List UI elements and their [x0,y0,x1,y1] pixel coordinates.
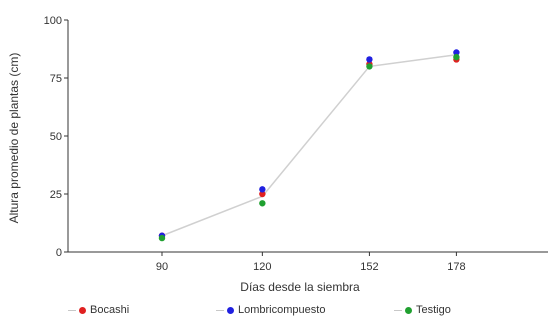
legend-label-bocashi: Bocashi [90,304,130,316]
point-lombricompuesto-178 [453,49,460,56]
data-points [158,49,460,242]
point-testigo-120 [259,200,266,207]
y-tick-label: 0 [56,247,62,259]
legend-item-lombricompuesto: Lombricompuesto [216,301,325,319]
trend-polyline [161,54,457,237]
y-tick-label: 100 [44,15,62,27]
point-testigo-90 [158,234,166,242]
legend-item-bocashi: Bocashi [68,301,129,319]
point-testigo-178 [453,53,460,61]
y-axis-title: Altura promedio de plantas (cm) [7,53,21,224]
point-lombricompuesto-120 [259,186,266,193]
trend-line [161,54,457,237]
x-tick-label: 90 [156,261,168,273]
x-tick-label: 152 [360,261,378,273]
legend-label-testigo: Testigo [416,304,451,316]
y-tick-label: 50 [50,131,62,143]
point-lombricompuesto-152 [366,56,373,63]
legend-item-testigo: Testigo [394,301,451,319]
x-tick-label: 178 [447,261,465,273]
legend-label-lombricompuesto: Lombricompuesto [238,304,326,316]
x-tick-label: 120 [253,261,271,273]
x-axis-title: Días desde la siembra [240,280,360,294]
axes: 0 25 50 75 100 90 120 152 178 [44,15,548,273]
point-testigo-152 [366,63,373,70]
point-bocashi-120 [259,190,266,198]
legend-marker-testigo [405,306,412,314]
legend: Bocashi Lombricompuesto Testigo [0,301,552,319]
chart: 0 25 50 75 100 90 120 152 178 Altura promedio de… [7,15,548,294]
legend-marker-lombricompuesto [227,306,234,314]
y-tick-label: 25 [50,189,62,201]
legend-marker-bocashi [79,306,86,314]
y-tick-label: 75 [50,73,62,85]
